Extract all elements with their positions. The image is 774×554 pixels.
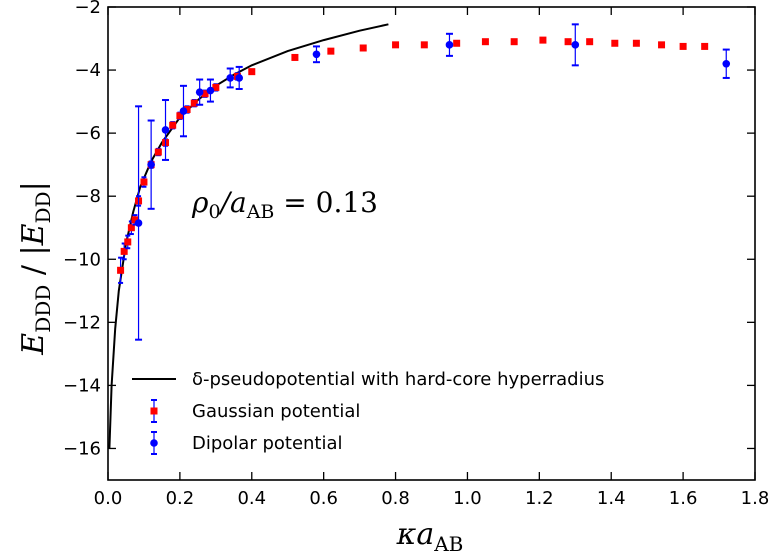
- data-point-gaussian: [120, 247, 128, 255]
- data-point-gaussian: [190, 99, 198, 107]
- data-point-gaussian: [154, 148, 162, 156]
- data-point-gaussian: [564, 38, 572, 46]
- data-point-gaussian: [212, 83, 220, 91]
- plot-area: [108, 23, 731, 449]
- x-tick-label: 1.8: [741, 488, 770, 509]
- y-tick-label: −4: [74, 60, 101, 81]
- data-point-dipolar: [147, 160, 155, 169]
- data-point-dipolar: [571, 41, 580, 49]
- legend: δ-pseudopotential with hard-core hyperra…: [132, 369, 604, 455]
- data-point-gaussian: [140, 178, 148, 186]
- legend-marker-circle: [150, 439, 158, 447]
- labels: EDDD / |EDD| κaAB ρ0/aAB = 0.13: [16, 181, 463, 554]
- data-point-dipolar: [134, 219, 143, 227]
- data-point-gaussian: [481, 38, 489, 46]
- data-point-gaussian: [453, 39, 461, 47]
- y-tick-label: −10: [63, 249, 101, 270]
- data-point-gaussian: [201, 90, 209, 98]
- data-point-gaussian: [169, 121, 177, 129]
- data-point-gaussian: [127, 224, 135, 232]
- data-point-dipolar: [235, 74, 243, 82]
- legend-label: δ-pseudopotential with hard-core hyperra…: [192, 369, 604, 390]
- data-point-gaussian: [539, 36, 547, 44]
- data-point-gaussian: [392, 41, 400, 49]
- y-tick-label: −14: [63, 375, 101, 396]
- y-tick-label: −6: [74, 123, 101, 144]
- x-tick-label: 0.2: [166, 488, 195, 509]
- y-tick-label: −12: [63, 312, 101, 333]
- data-point-gaussian: [658, 41, 666, 49]
- data-point-gaussian: [291, 53, 299, 61]
- data-point-dipolar: [195, 88, 204, 96]
- legend-marker-square: [150, 407, 158, 415]
- y-tick-label: −2: [74, 0, 101, 18]
- data-point-gaussian: [611, 39, 619, 47]
- series-line-pseudopotential: [108, 23, 389, 449]
- x-tick-label: 1.2: [525, 488, 554, 509]
- legend-item: δ-pseudopotential with hard-core hyperra…: [132, 369, 604, 390]
- data-point-dipolar: [161, 126, 170, 134]
- x-tick-label: 0.8: [381, 488, 410, 509]
- axes-frame: [107, 6, 756, 481]
- x-tick-label: 0.0: [94, 488, 123, 509]
- legend-label: Dipolar potential: [192, 433, 343, 454]
- x-tick-label: 0.4: [237, 488, 266, 509]
- data-point-gaussian: [679, 42, 687, 50]
- x-tick-label: 0.6: [309, 488, 338, 509]
- data-point-gaussian: [510, 38, 518, 46]
- y-tick-label: −8: [74, 186, 101, 207]
- legend-item: Dipolar potential: [150, 431, 343, 455]
- data-point-gaussian: [420, 41, 428, 49]
- x-tick-label: 1.0: [453, 488, 482, 509]
- y-axis-label: EDDD / |EDD|: [16, 181, 55, 355]
- data-point-gaussian: [183, 105, 191, 113]
- data-point-gaussian: [586, 38, 594, 46]
- annotation-rho: ρ0/aAB = 0.13: [191, 186, 378, 223]
- data-point-gaussian: [359, 44, 367, 52]
- data-point-gaussian: [248, 68, 256, 76]
- legend-label: Gaussian potential: [192, 401, 360, 422]
- data-point-gaussian: [131, 216, 139, 224]
- data-point-dipolar: [312, 50, 321, 59]
- legend-item: Gaussian potential: [150, 399, 360, 423]
- x-tick-label: 1.6: [669, 488, 698, 509]
- data-point-dipolar: [206, 86, 215, 95]
- data-point-gaussian: [701, 42, 709, 50]
- data-point-gaussian: [176, 112, 184, 120]
- data-point-gaussian: [124, 238, 132, 246]
- data-point-dipolar: [722, 59, 731, 68]
- x-axis-label: κaAB: [396, 517, 464, 554]
- x-tick-label: 1.4: [597, 488, 626, 509]
- data-point-dipolar: [179, 107, 188, 115]
- axes: 0.0 0.2 0.4 0.6 0.8 1.0 1.2 1.4 1.6 1.8 −16 −14 −12 −…: [63, 0, 769, 509]
- data-point-gaussian: [117, 266, 125, 274]
- data-point-gaussian: [327, 47, 335, 55]
- data-point-gaussian: [632, 39, 640, 47]
- data-point-dipolar: [226, 74, 235, 82]
- data-point-dipolar: [445, 41, 454, 49]
- y-tick-label: −16: [63, 438, 101, 459]
